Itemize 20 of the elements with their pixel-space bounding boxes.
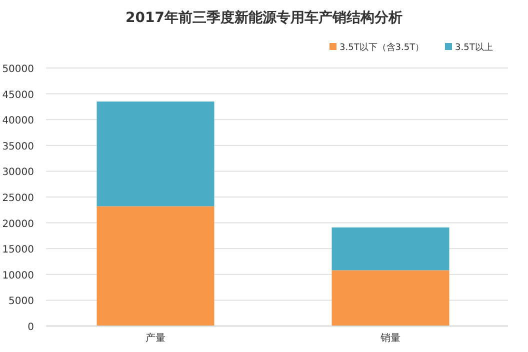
y-tick-label: 5000 (8, 296, 34, 308)
y-tick-label: 30000 (2, 167, 34, 178)
bar (96, 206, 214, 326)
y-tick-label: 20000 (2, 218, 34, 230)
x-tick-label: 产量 (146, 332, 166, 344)
y-tick-label: 25000 (2, 193, 34, 204)
bar (332, 270, 450, 326)
bar (332, 227, 450, 270)
legend-label: 3.5T以下（含3.5T） (340, 42, 424, 53)
y-tick-label: 45000 (2, 90, 34, 101)
chart-title: 2017年前三季度新能源专用车产销结构分析 (126, 9, 402, 26)
legend-label: 3.5T以上 (455, 42, 493, 53)
y-tick-label: 50000 (2, 64, 34, 75)
y-tick-label: 15000 (2, 244, 34, 256)
x-tick-label: 销量 (380, 333, 400, 344)
y-tick-label: 40000 (2, 116, 34, 127)
bar (96, 102, 214, 206)
y-tick-label: 35000 (2, 141, 34, 152)
y-tick-label: 10000 (2, 270, 34, 282)
y-tick-label: 0 (28, 322, 34, 333)
